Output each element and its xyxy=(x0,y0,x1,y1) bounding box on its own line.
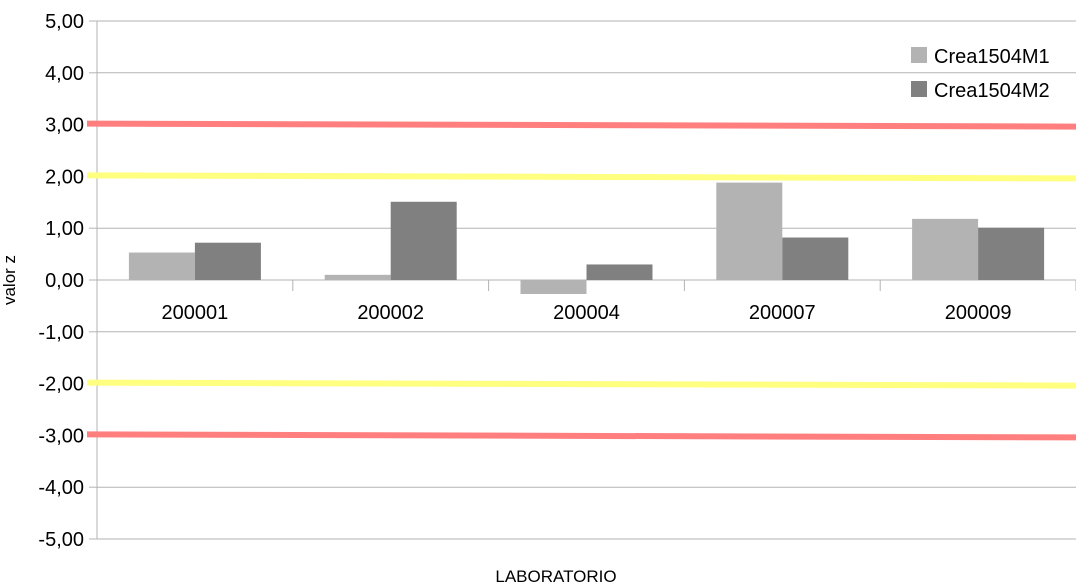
x-axis-title: LABORATORIO xyxy=(495,567,616,586)
legend: Crea1504M1 Crea1504M2 xyxy=(911,46,1050,102)
reference-lines xyxy=(86,120,1076,441)
y-axis: 5,00 4,00 3,00 2,00 1,00 0,00 -1,00 -2,00 -3,00 -… xyxy=(38,11,98,551)
y-tick-label: -2,00 xyxy=(38,374,84,396)
reference-line xyxy=(86,379,1076,389)
legend-swatch xyxy=(911,81,927,97)
category-label: 200007 xyxy=(749,302,816,324)
y-tick-label: 0,00 xyxy=(45,270,84,292)
category-labels: 200001 200002 200004 200007 200009 xyxy=(162,302,1012,324)
y-tick-label: -4,00 xyxy=(38,477,84,499)
y-tick-label: 1,00 xyxy=(45,218,84,240)
reference-line xyxy=(86,120,1076,130)
legend-label: Crea1504M1 xyxy=(934,46,1050,68)
y-tick-label: 5,00 xyxy=(45,11,84,33)
bar xyxy=(912,218,979,280)
bars xyxy=(128,182,1045,294)
category-label: 200009 xyxy=(945,302,1012,324)
y-axis-title: valor z xyxy=(0,255,19,305)
legend-swatch xyxy=(911,47,927,63)
reference-line xyxy=(86,172,1076,182)
legend-label: Crea1504M2 xyxy=(934,80,1050,102)
bar xyxy=(520,280,587,294)
bar xyxy=(586,264,653,280)
bar xyxy=(324,274,391,280)
y-tick-label: 4,00 xyxy=(45,63,84,85)
bar xyxy=(128,252,195,280)
bar xyxy=(716,182,783,280)
y-tick-label: -5,00 xyxy=(38,529,84,551)
category-label: 200001 xyxy=(162,302,229,324)
y-tick-label: 3,00 xyxy=(45,115,84,137)
y-tick-label: -3,00 xyxy=(38,425,84,447)
bar xyxy=(978,227,1045,280)
bar xyxy=(194,242,261,280)
bar xyxy=(390,201,457,280)
y-tick-label: 2,00 xyxy=(45,166,84,188)
reference-line xyxy=(86,431,1076,441)
category-label: 200002 xyxy=(357,302,424,324)
bar xyxy=(782,237,849,280)
category-label: 200004 xyxy=(553,302,620,324)
y-tick-label: -1,00 xyxy=(38,322,84,344)
